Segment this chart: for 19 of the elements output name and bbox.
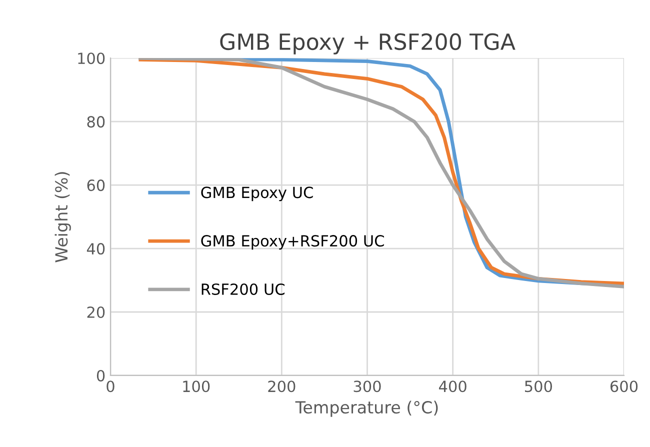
y-tick-label: 80 bbox=[87, 116, 105, 128]
legend-label: GMB Epoxy+RSF200 UC bbox=[201, 235, 384, 250]
x-tick-label: 500 bbox=[525, 380, 552, 392]
x-tick-label: 0 bbox=[106, 380, 114, 392]
x-tick-label: 200 bbox=[268, 380, 296, 392]
x-tick-label: 100 bbox=[183, 380, 210, 392]
y-tick-label: 100 bbox=[78, 52, 105, 64]
y-tick-label: 20 bbox=[87, 306, 105, 318]
y-tick-label: 0 bbox=[96, 370, 105, 382]
x-tick-label: 400 bbox=[439, 380, 466, 392]
chart-title: GMB Epoxy + RSF200 TGA bbox=[220, 33, 516, 54]
y-tick-label: 60 bbox=[87, 180, 105, 192]
x-tick-label: 300 bbox=[354, 380, 381, 392]
legend-label: RSF200 UC bbox=[202, 283, 284, 296]
legend-label: GMB Epoxy UC bbox=[201, 186, 313, 202]
x-tick-label: 600 bbox=[610, 380, 638, 392]
y-tick-label: 40 bbox=[86, 242, 105, 255]
x-axis-title: Temperature (°C) bbox=[295, 400, 438, 417]
y-axis-title: Weight (%) bbox=[54, 172, 71, 262]
